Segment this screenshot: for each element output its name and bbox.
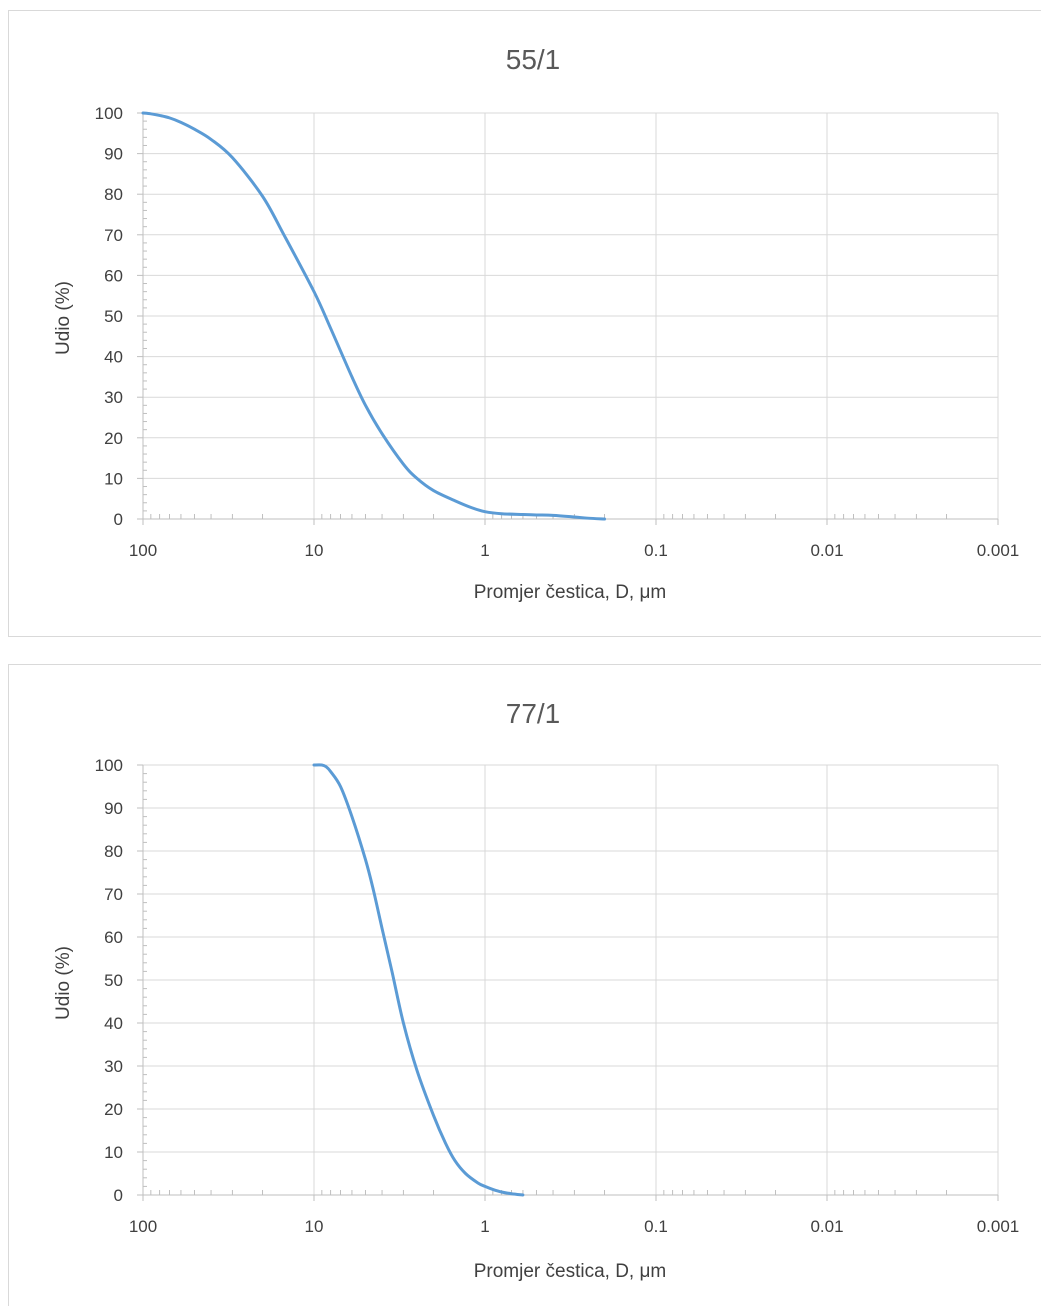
y-tick-label: 60 xyxy=(104,266,123,285)
y-tick-label: 80 xyxy=(104,185,123,204)
y-tick-label: 0 xyxy=(114,510,123,529)
y-tick-label: 60 xyxy=(104,928,123,947)
y-tick-label: 70 xyxy=(104,226,123,245)
y-tick-label: 90 xyxy=(104,799,123,818)
y-tick-label: 80 xyxy=(104,842,123,861)
y-tick-label: 10 xyxy=(104,1143,123,1162)
y-tick-label: 70 xyxy=(104,885,123,904)
y-tick-label: 20 xyxy=(104,1100,123,1119)
x-tick-label: 10 xyxy=(305,1217,324,1236)
y-tick-label: 20 xyxy=(104,429,123,448)
x-tick-label: 1 xyxy=(480,541,489,560)
y-tick-label: 10 xyxy=(104,469,123,488)
x-tick-label: 10 xyxy=(305,541,324,560)
x-tick-label: 0.1 xyxy=(644,1217,668,1236)
x-tick-label: 100 xyxy=(129,541,157,560)
x-axis-label: Promjer čestica, D, μm xyxy=(474,1261,667,1282)
y-axis-label: Udio (%) xyxy=(53,946,74,1020)
chart-title: 55/1 xyxy=(506,44,561,75)
chart-panel-55-1: 55/1 0 10 20 30 40 50 60 70 80 90 100 100 10 1 0.1 0.01… xyxy=(8,10,1041,637)
y-tick-label: 0 xyxy=(114,1186,123,1205)
y-tick-label: 90 xyxy=(104,145,123,164)
y-tick-label: 50 xyxy=(104,307,123,326)
x-axis-label: Promjer čestica, D, μm xyxy=(474,582,667,603)
chart-svg-77-1: 77/1 0 10 20 30 40 50 60 70 80 90 100 100 10 1 0.1 0.01… xyxy=(53,698,1020,1282)
x-tick-label: 0.01 xyxy=(810,541,843,560)
y-tick-label: 40 xyxy=(104,1014,123,1033)
series-line xyxy=(141,111,607,521)
chart-svg-55-1: 55/1 0 10 20 30 40 50 60 70 80 90 100 100 10 1 0.1 0.01… xyxy=(53,44,1020,603)
y-tick-label: 30 xyxy=(104,1057,123,1076)
y-axis-label: Udio (%) xyxy=(53,281,74,355)
series-line xyxy=(312,763,525,1197)
x-tick-label: 0.01 xyxy=(810,1217,843,1236)
x-tick-label: 1 xyxy=(480,1217,489,1236)
y-tick-label: 100 xyxy=(95,756,123,775)
x-tick-label: 0.001 xyxy=(977,541,1020,560)
x-tick-label: 100 xyxy=(129,1217,157,1236)
y-tick-label: 30 xyxy=(104,388,123,407)
chart-title: 77/1 xyxy=(506,698,561,729)
chart-panel-77-1: 77/1 0 10 20 30 40 50 60 70 80 90 100 100 10 1 0.1 0.01… xyxy=(8,664,1041,1306)
x-tick-label: 0.1 xyxy=(644,541,668,560)
y-tick-label: 100 xyxy=(95,104,123,123)
x-tick-label: 0.001 xyxy=(977,1217,1020,1236)
y-tick-label: 40 xyxy=(104,348,123,367)
y-tick-label: 50 xyxy=(104,971,123,990)
